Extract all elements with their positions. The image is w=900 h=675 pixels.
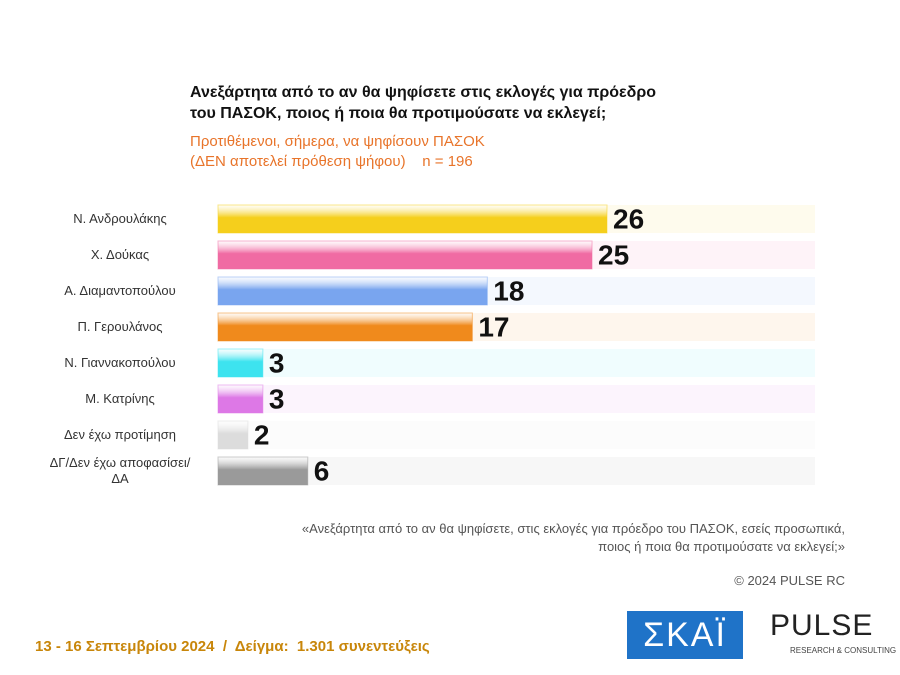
title-line: Ανεξάρτητα από το αν θα ψηφίσετε στις εκ…	[190, 84, 657, 101]
bar-track	[218, 385, 815, 413]
note-line: «Ανεξάρτητα από το αν θα ψηφίσετε, στις …	[301, 521, 845, 536]
category-label: Ν. Γιαννακοπούλου	[64, 355, 176, 370]
bar	[217, 204, 608, 234]
value-label: 18	[493, 275, 524, 306]
subtitle-line: Προτιθέμενοι, σήμερα, να ψηφίσουν ΠΑΣΟΚ	[190, 133, 485, 150]
bar	[217, 348, 264, 378]
bar	[217, 240, 593, 270]
question-note: «Ανεξάρτητα από το αν θα ψηφίσετε, στις …	[185, 520, 845, 556]
category-label: Π. Γερουλάνος	[77, 319, 163, 334]
footer: 13 - 16 Σεπτεμβρίου 2024 / Δείγμα: 1.301…	[35, 638, 430, 655]
value-label: 26	[613, 203, 644, 234]
value-label: 6	[314, 455, 330, 486]
bar-track	[218, 457, 815, 485]
category-label: ΔΓ/Δεν έχω αποφασίσει/ΔΑ	[49, 455, 191, 486]
category-label: Ν. Ανδρουλάκης	[73, 211, 167, 226]
pulse-logo: PULSE	[770, 609, 874, 642]
subtitle-line: (ΔΕΝ αποτελεί πρόθεση ψήφου) n = 196	[190, 153, 473, 170]
bar	[217, 456, 309, 486]
title-line: του ΠΑΣΟΚ, ποιος ή ποια θα προτιμούσατε …	[190, 105, 607, 122]
skai-logo: ΣΚΑΪ	[627, 611, 743, 659]
bar-track	[218, 349, 815, 377]
bar	[217, 276, 488, 306]
category-label: Χ. Δούκας	[90, 247, 150, 262]
category-label: Μ. Κατρίνης	[85, 391, 155, 406]
category-label: Δεν έχω προτίμηση	[63, 427, 177, 442]
subtitle: Προτιθέμενοι, σήμερα, να ψηφίσουν ΠΑΣΟΚ …	[190, 132, 485, 172]
value-label: 3	[269, 383, 285, 414]
bar	[217, 384, 264, 414]
pulse-logo-sub: RESEARCH & CONSULTING	[790, 646, 897, 655]
bar-track	[218, 421, 815, 449]
category-label: Α. Διαμαντοπούλου	[64, 283, 176, 298]
value-label: 25	[598, 239, 629, 270]
value-label: 2	[254, 419, 270, 450]
note-line: ποιος ή ποια θα προτιμούσατε να εκλεγεί;…	[598, 539, 845, 554]
bar	[217, 312, 473, 342]
value-label: 3	[269, 347, 285, 378]
chart-title: Ανεξάρτητα από το αν θα ψηφίσετε στις εκ…	[190, 82, 656, 124]
bar	[217, 420, 249, 450]
copyright: © 2024 PULSE RC	[734, 573, 845, 588]
value-label: 17	[478, 311, 509, 342]
